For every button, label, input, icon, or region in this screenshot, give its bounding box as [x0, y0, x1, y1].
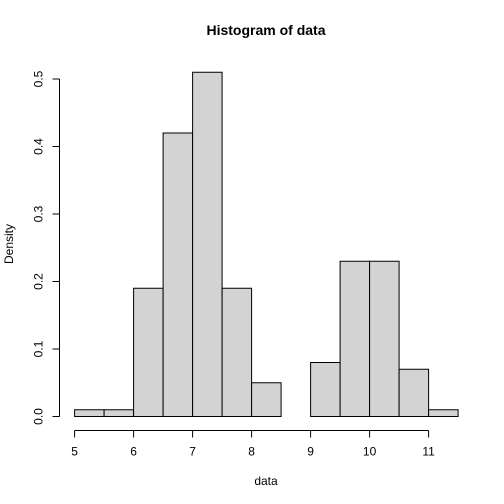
x-tick-label: 9: [307, 445, 314, 459]
histogram-bar: [162, 132, 194, 417]
x-tick-label: 11: [422, 445, 435, 459]
y-tick-label: 0.1: [32, 340, 46, 357]
bars-group: [74, 71, 459, 417]
y-tick-label: 0.4: [32, 138, 46, 155]
x-tick-label: 6: [130, 445, 137, 459]
y-tick-label: 0.3: [32, 205, 46, 222]
x-tick-label: 8: [248, 445, 255, 459]
histogram-bar: [369, 260, 400, 417]
y-axis-label: Density: [2, 224, 16, 264]
histogram-bar: [339, 260, 371, 417]
y-tick-label: 0.0: [32, 408, 46, 425]
y-axis: 0.0 0.1 0.2 0.3 0.4 0.5: [32, 70, 60, 425]
histogram-bar: [74, 409, 105, 417]
x-axis-label: data: [254, 474, 278, 488]
y-tick-label: 0.5: [32, 70, 46, 87]
x-tick-label: 5: [71, 445, 78, 459]
histogram-bar: [221, 287, 253, 417]
y-tick-label: 0.2: [32, 273, 46, 290]
chart-title: Histogram of data: [206, 22, 325, 38]
histogram-bar: [398, 368, 430, 417]
histogram-bar: [428, 409, 459, 417]
x-tick-label: 10: [363, 445, 377, 459]
histogram-bar: [133, 287, 164, 417]
histogram-bar: [310, 362, 341, 417]
x-axis: 5 6 7 8 9 10 11: [71, 430, 435, 459]
histogram-bar: [192, 71, 223, 417]
histogram-bar: [103, 409, 135, 417]
histogram-bar: [251, 382, 282, 417]
x-tick-label: 7: [189, 445, 196, 459]
